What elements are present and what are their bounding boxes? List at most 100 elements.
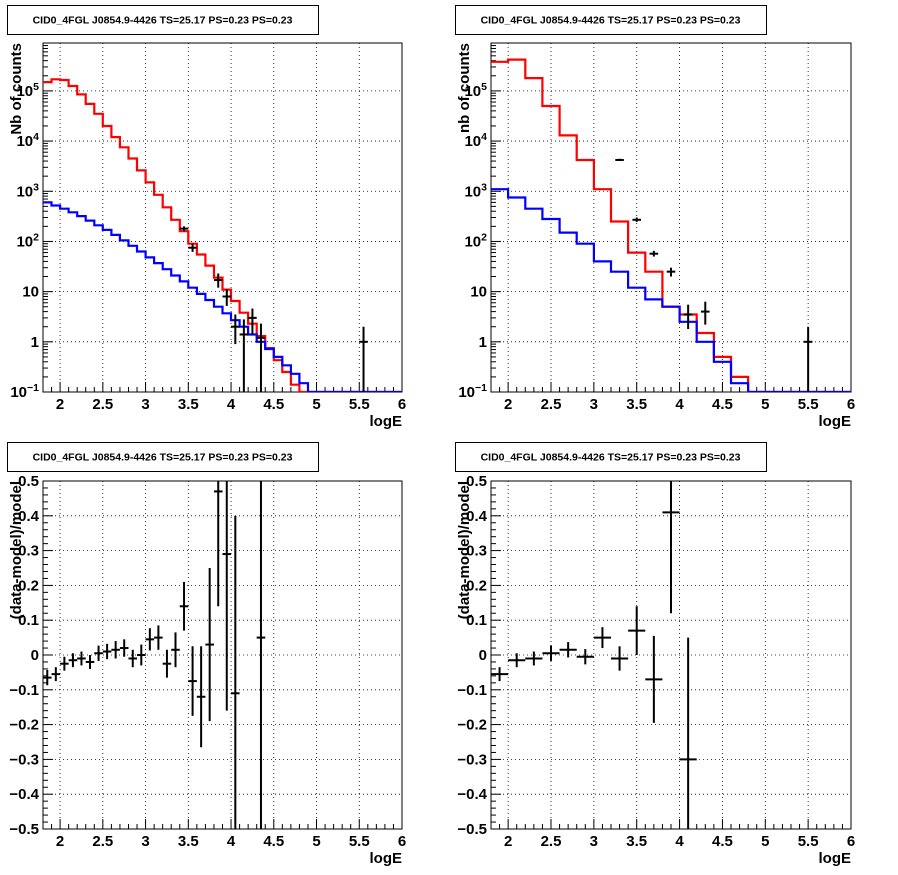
axis-ticks: [42, 42, 403, 393]
y-axis-label: (data-model)/model: [456, 481, 473, 619]
x-tick-label: 4: [675, 833, 684, 850]
y-axis-label: nb of counts: [456, 43, 473, 133]
data-point: [662, 481, 680, 614]
data-point: [213, 481, 223, 607]
y-tick-label: 10−1: [10, 382, 39, 401]
y-tick-base: 10: [464, 183, 481, 200]
y-axis-label: (data-model)/model: [8, 481, 25, 619]
data-point: [43, 669, 52, 686]
data-point: [559, 642, 577, 658]
y-tick-exponent: 2: [481, 231, 487, 243]
data-point: [666, 267, 676, 277]
y-tick-label: 103: [16, 181, 39, 200]
data-point: [231, 515, 240, 829]
data-point: [222, 289, 232, 306]
x-tick-label: 6: [398, 396, 406, 413]
data-point: [222, 481, 232, 711]
y-tick-label: 0.1: [18, 612, 39, 629]
x-tick-label: 2: [504, 396, 512, 413]
x-tick-label: 2.5: [92, 396, 113, 413]
y-tick-label: 103: [464, 181, 487, 200]
data-point: [525, 651, 543, 666]
axis-ticks: [42, 480, 403, 830]
y-tick-label: 105: [464, 81, 487, 100]
chart-title: CID0_4FGL J0854.9-4426 TS=25.17 PS=0.23 …: [33, 452, 293, 464]
y-tick-label: 0.4: [18, 508, 40, 525]
x-tick-label: 2.5: [541, 833, 562, 850]
y-tick-exponent: 4: [481, 131, 487, 143]
x-tick-label: 3.5: [626, 396, 647, 413]
x-tick-label: 3: [141, 833, 149, 850]
x-tick-label: 3: [590, 396, 598, 413]
y-tick-label: −0.4: [457, 786, 487, 803]
y-tick-base: 10: [16, 183, 33, 200]
series-red-step-line: [43, 78, 402, 392]
data-point: [256, 323, 266, 392]
data-point: [248, 308, 257, 335]
y-tick-base: 10: [464, 83, 481, 100]
data-point: [128, 649, 138, 668]
y-tick-label: −0.1: [457, 682, 487, 699]
grid: [43, 43, 402, 392]
data-point: [111, 641, 120, 659]
y-tick-label: −0.2: [9, 717, 39, 734]
data-point: [171, 632, 180, 668]
x-axis-label: logE: [370, 850, 403, 867]
y-tick-label: 1: [31, 334, 39, 351]
data-point: [179, 226, 189, 232]
y-tick-label: 0.3: [466, 543, 487, 560]
x-tick-label: 4: [227, 833, 236, 850]
plot-data: [491, 58, 851, 392]
y-tick-label: 0.5: [18, 473, 39, 490]
data-point: [154, 625, 163, 650]
data-point: [611, 646, 629, 671]
data-point: [188, 243, 197, 252]
y-tick-base: 10: [16, 133, 33, 150]
x-tick-label: 5: [312, 833, 320, 850]
title-box: [7, 442, 319, 472]
data-point: [645, 635, 663, 723]
y-tick-base: 10: [464, 233, 481, 250]
y-tick-label: 0: [479, 647, 487, 664]
data-point: [615, 158, 624, 162]
y-tick-label: −0.3: [457, 751, 487, 768]
x-tick-label: 4.5: [263, 396, 284, 413]
x-tick-label: 3: [590, 833, 598, 850]
y-tick-exponent: 5: [481, 81, 487, 93]
y-tick-base: 10: [458, 384, 475, 401]
data-point: [628, 606, 646, 655]
grid: [43, 481, 402, 829]
x-tick-label: 2.5: [92, 833, 113, 850]
data-point: [188, 646, 197, 716]
y-tick-label: −0.5: [457, 821, 487, 838]
x-tick-label: 4.5: [263, 833, 284, 850]
x-tick-label: 4: [227, 396, 236, 413]
data-point: [508, 653, 526, 668]
plot-data: [491, 481, 697, 829]
data-point: [68, 653, 78, 668]
y-tick-label: 0.2: [466, 577, 487, 594]
x-tick-label: 5: [761, 833, 769, 850]
chart-title: CID0_4FGL J0854.9-4426 TS=25.17 PS=0.23 …: [481, 15, 741, 27]
series-blue-step-line: [43, 201, 402, 392]
data-point: [632, 217, 641, 222]
x-tick-label: 4.5: [712, 833, 733, 850]
chart-title: CID0_4FGL J0854.9-4426 TS=25.17 PS=0.23 …: [481, 452, 741, 464]
data-point: [102, 643, 112, 660]
data-point: [803, 326, 813, 392]
title-box: [7, 5, 319, 35]
data-point: [256, 481, 266, 829]
data-point: [196, 646, 206, 748]
data-point: [205, 568, 214, 722]
y-tick-exponent: 2: [33, 231, 39, 243]
data-point: [179, 581, 189, 631]
y-tick-base: 10: [464, 133, 481, 150]
y-tick-label: 104: [16, 131, 39, 150]
x-tick-label: 3: [141, 396, 149, 413]
x-tick-label: 4: [675, 396, 684, 413]
x-tick-label: 6: [847, 396, 855, 413]
data-point: [145, 628, 155, 651]
x-tick-label: 3.5: [626, 833, 647, 850]
x-tick-label: 6: [398, 833, 406, 850]
axis-ticks: [490, 42, 852, 393]
